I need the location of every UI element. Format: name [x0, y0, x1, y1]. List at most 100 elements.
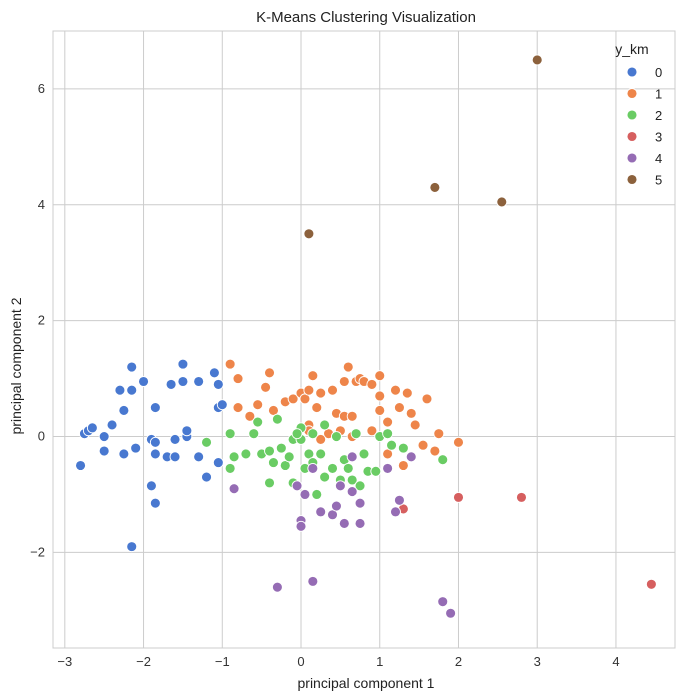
data-point — [264, 477, 275, 489]
data-point — [145, 480, 157, 492]
legend-marker — [626, 88, 638, 99]
data-point — [232, 373, 244, 385]
data-point — [346, 474, 358, 486]
legend-marker — [626, 109, 638, 121]
data-point — [390, 506, 401, 518]
gridlines — [53, 31, 675, 648]
data-point — [327, 462, 338, 474]
data-point — [224, 428, 236, 440]
tick-labels: −3 −2 −1 0 1 2 3 4 −2 0 2 4 6 — [30, 81, 619, 669]
series-5 — [303, 54, 543, 240]
data-point — [421, 393, 433, 405]
data-point — [315, 448, 327, 460]
x-tick-label: 0 — [297, 654, 304, 669]
data-point — [86, 422, 98, 434]
data-point — [429, 445, 441, 457]
legend: y_km 0 1 2 3 4 5 — [615, 41, 662, 188]
data-point — [224, 358, 236, 370]
data-point — [295, 520, 307, 532]
x-tick-label: 2 — [455, 654, 462, 669]
y-tick-label: 4 — [38, 197, 45, 212]
data-point — [354, 517, 366, 529]
chart-title: K-Means Clustering Visualization — [256, 9, 476, 26]
data-point — [429, 181, 441, 193]
x-tick-label: 3 — [534, 654, 541, 669]
data-point — [397, 460, 409, 471]
legend-marker — [626, 66, 638, 78]
data-point — [303, 228, 315, 240]
data-point — [307, 462, 319, 474]
data-point — [393, 494, 405, 506]
data-point — [311, 489, 323, 500]
legend-marker — [626, 152, 638, 164]
data-point — [169, 451, 181, 463]
data-point — [240, 448, 252, 460]
data-point — [338, 517, 350, 529]
data-point — [126, 541, 138, 553]
legend-label: 0 — [655, 65, 662, 80]
legend-label: 1 — [655, 87, 662, 102]
data-point — [330, 500, 342, 512]
data-point — [126, 384, 138, 396]
data-point — [346, 410, 358, 422]
x-tick-label: 1 — [376, 654, 383, 669]
plot-frame — [52, 30, 676, 649]
data-point — [327, 384, 338, 396]
y-tick-label: 6 — [38, 81, 45, 96]
data-point — [409, 419, 421, 431]
data-point — [453, 491, 464, 503]
data-point — [370, 465, 382, 477]
data-point — [437, 596, 449, 608]
data-point — [232, 402, 244, 414]
data-point — [130, 442, 142, 454]
data-point — [212, 457, 224, 469]
data-point — [181, 425, 193, 437]
data-point — [645, 578, 657, 590]
data-point — [224, 462, 236, 474]
series-2 — [201, 413, 449, 500]
data-point — [264, 445, 275, 457]
legend-label: 5 — [655, 173, 662, 188]
data-point — [228, 451, 240, 463]
data-point — [252, 416, 264, 428]
data-point — [319, 471, 331, 483]
data-point — [212, 378, 224, 390]
data-point — [248, 428, 260, 440]
data-point — [149, 402, 161, 414]
data-point — [307, 428, 319, 440]
data-point — [268, 457, 279, 469]
x-tick-label: −1 — [215, 654, 230, 669]
data-point — [177, 358, 189, 370]
data-point — [531, 54, 543, 66]
x-tick-label: −2 — [136, 654, 151, 669]
legend-marker — [626, 131, 638, 142]
y-tick-label: 0 — [38, 429, 45, 444]
data-point — [358, 448, 370, 460]
data-point — [169, 433, 181, 445]
data-point — [366, 378, 378, 390]
data-point — [516, 491, 527, 503]
data-point — [307, 575, 319, 587]
data-point — [311, 402, 323, 414]
y-tick-label: −2 — [30, 544, 45, 559]
data-point — [437, 454, 449, 466]
data-point — [334, 480, 346, 492]
data-point — [401, 387, 413, 399]
data-point — [307, 370, 319, 382]
data-point — [338, 376, 350, 387]
data-point — [201, 471, 212, 483]
series-0 — [75, 358, 228, 553]
data-point — [374, 390, 386, 402]
data-point — [264, 367, 275, 379]
data-point — [374, 405, 386, 416]
data-point — [114, 384, 126, 396]
x-tick-label: 4 — [612, 654, 619, 669]
data-point — [374, 370, 386, 382]
legend-title: y_km — [615, 41, 648, 57]
data-point — [405, 407, 417, 419]
data-point — [393, 402, 405, 414]
data-point — [366, 425, 378, 437]
data-point — [177, 376, 189, 387]
data-point — [382, 462, 394, 474]
